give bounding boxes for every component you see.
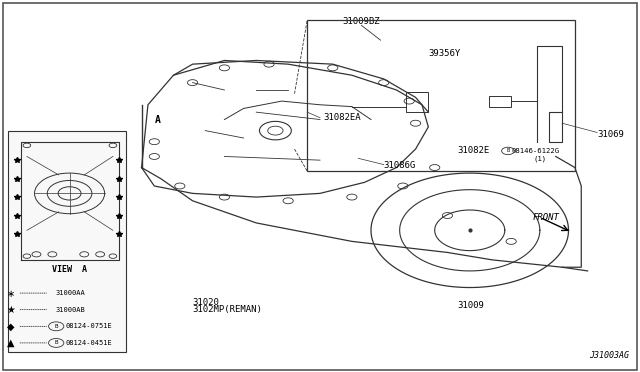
Bar [307,20,575,171]
Text: A: A [155,115,161,125]
Text: B: B [54,340,58,346]
Text: J31003AG: J31003AG [589,351,629,360]
Text: B: B [54,324,58,329]
Text: 31082E: 31082E [457,147,489,155]
Bar [406,92,428,112]
Text: 08146-6122G: 08146-6122G [511,148,559,154]
Text: (1): (1) [534,155,547,161]
Text: 39356Y: 39356Y [428,49,460,58]
Text: 31009BZ: 31009BZ [342,17,380,26]
Text: 08124-0751E: 08124-0751E [65,323,112,329]
Text: 31069: 31069 [597,130,624,139]
Text: 08124-0451E: 08124-0451E [65,340,112,346]
Bar [8,131,125,352]
Text: 3102MP(REMAN): 3102MP(REMAN) [193,305,262,314]
Text: 31000AB: 31000AB [56,307,85,313]
Text: ▲: ▲ [7,338,15,348]
Text: 31086G: 31086G [384,161,416,170]
Text: $\ast$: $\ast$ [6,288,15,299]
Text: ★: ★ [6,305,15,315]
Text: 31000AA: 31000AA [56,290,85,296]
Bar [489,96,511,107]
Text: 31082EA: 31082EA [323,113,361,122]
Text: 31020: 31020 [193,298,220,307]
Text: B: B [506,148,509,153]
Text: 31009: 31009 [457,301,484,311]
Text: FRONT: FRONT [532,213,559,222]
Text: VIEW  A: VIEW A [52,264,87,273]
Text: ◆: ◆ [7,321,15,331]
